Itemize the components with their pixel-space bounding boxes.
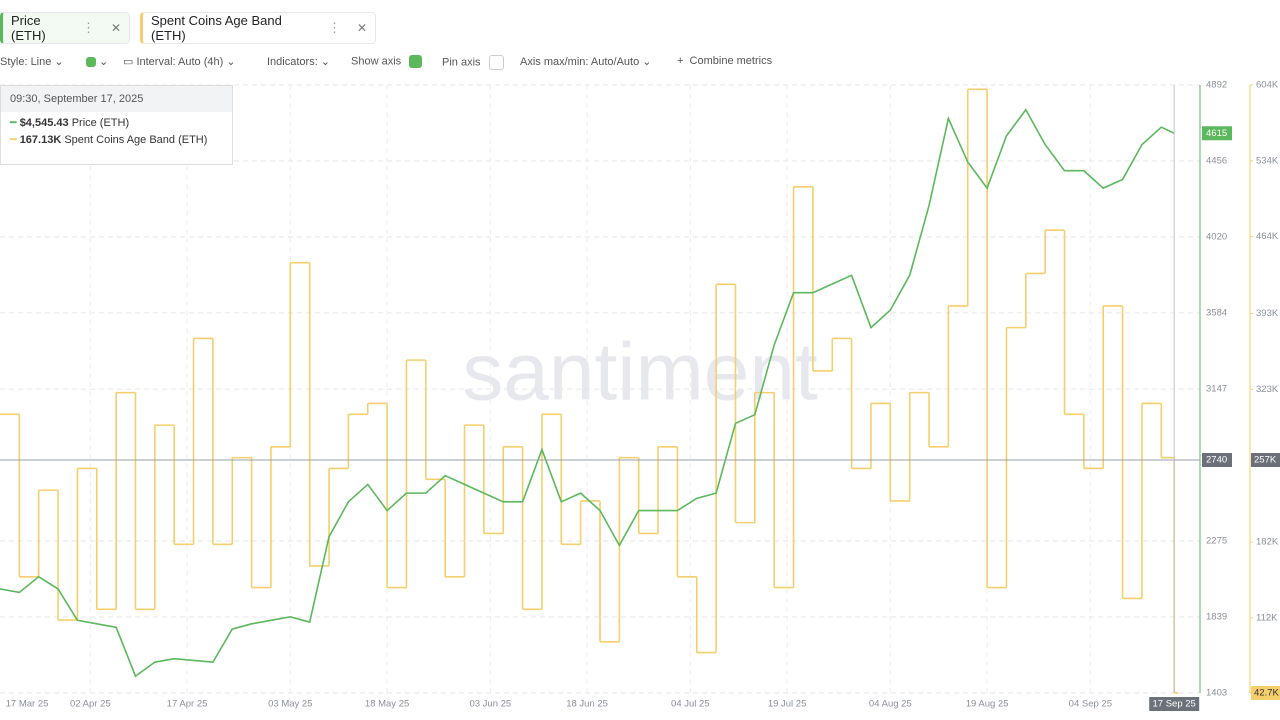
y-tick-label: 2275 bbox=[1206, 536, 1227, 547]
color-swatch bbox=[86, 57, 96, 68]
tooltip-name: Price (ETH) bbox=[71, 117, 130, 129]
last-value-label: 42.7K bbox=[1254, 688, 1279, 699]
tooltip-time: 09:30, September 17, 2025 bbox=[1, 86, 232, 112]
checkbox[interactable] bbox=[488, 55, 504, 70]
x-tick-label: 17 Mar 25 bbox=[6, 699, 49, 710]
tooltip-name: Spent Coins Age Band (ETH) bbox=[64, 134, 208, 146]
crosshair-badge bbox=[1202, 453, 1232, 468]
x-tick-label: 03 Jun 25 bbox=[469, 699, 511, 710]
tab-label: Price (ETH) bbox=[11, 13, 46, 43]
y2-tick-label: 323K bbox=[1256, 384, 1279, 395]
y-tick-label: 1839 bbox=[1206, 612, 1227, 623]
checkbox[interactable] bbox=[409, 55, 423, 68]
watermark: santiment bbox=[462, 327, 818, 418]
y2-tick-label: 534K bbox=[1256, 155, 1279, 166]
show-axis-label: Show axis bbox=[351, 55, 402, 68]
pin-axis-toggle[interactable]: Pin axis bbox=[442, 55, 504, 70]
style-select[interactable]: Style: Line ⌄ bbox=[0, 56, 64, 68]
indicators-label: Indicators: bbox=[267, 56, 318, 68]
tooltip-value: 167.13K bbox=[19, 134, 62, 146]
close-icon[interactable]: ✕ bbox=[110, 21, 121, 35]
style-label: Style: Line bbox=[0, 56, 52, 68]
crosshair-x-label: 17 Sep 25 bbox=[1153, 699, 1196, 710]
last-value-badge bbox=[1251, 686, 1280, 700]
x-tick-label: 19 Aug 25 bbox=[966, 699, 1009, 710]
axis-minmax-select[interactable]: Axis max/min: Auto/Auto ⌄ bbox=[520, 56, 652, 68]
interval-select[interactable]: ▭ Interval: Auto (4h) ⌄ bbox=[123, 56, 236, 68]
pin-axis-label: Pin axis bbox=[442, 56, 481, 69]
y-tick-label: 3584 bbox=[1206, 307, 1227, 318]
y-tick-label: 4892 bbox=[1206, 80, 1227, 91]
last-value-label: 4615 bbox=[1206, 128, 1227, 139]
x-tick-label: 04 Jul 25 bbox=[671, 699, 710, 710]
y2-tick-label: 604K bbox=[1256, 80, 1279, 91]
tooltip-value: $4,545.43 bbox=[19, 117, 69, 129]
crosshair-y-label: 2740 bbox=[1206, 455, 1227, 466]
menu-icon[interactable]: ⋮ bbox=[81, 20, 95, 35]
y2-tick-label: 464K bbox=[1256, 231, 1279, 242]
color-select[interactable]: ⌄ bbox=[82, 55, 108, 68]
y-tick-label: 4020 bbox=[1206, 231, 1227, 242]
y2-tick-label: 182K bbox=[1256, 537, 1279, 548]
y-tick-label: 3147 bbox=[1206, 384, 1227, 395]
x-tick-label: 04 Aug 25 bbox=[869, 699, 912, 710]
crosshair-badge bbox=[1149, 697, 1200, 711]
metric-tab[interactable]: Spent Coins Age Band (ETH) ⋮ ✕ bbox=[140, 12, 376, 44]
x-tick-label: 18 May 25 bbox=[365, 699, 409, 710]
indicators-select[interactable]: Indicators: ⌄ bbox=[267, 56, 331, 68]
y2-tick-label: 393K bbox=[1256, 308, 1279, 319]
tab-label: Spent Coins Age Band (ETH) bbox=[151, 13, 282, 43]
combine-label: Combine metrics bbox=[689, 55, 773, 67]
price-line bbox=[0, 108, 1175, 678]
tooltip-row: ━ $4,545.43 Price (ETH) bbox=[10, 117, 130, 129]
combine-button[interactable]: + Combine metrics bbox=[677, 55, 773, 67]
close-icon[interactable]: ✕ bbox=[356, 21, 367, 35]
y-tick-label: 4456 bbox=[1206, 155, 1227, 166]
menu-icon[interactable]: ⋮ bbox=[327, 20, 341, 35]
x-tick-label: 17 Apr 25 bbox=[167, 699, 208, 710]
axis-minmax-label: Axis max/min: Auto/Auto bbox=[520, 56, 640, 68]
interval-label: Interval: Auto (4h) bbox=[136, 56, 224, 68]
tooltip: 09:30, September 17, 2025 ━ $4,545.43 Pr… bbox=[0, 85, 233, 165]
x-tick-label: 02 Apr 25 bbox=[70, 699, 111, 710]
metric-tab[interactable]: Price (ETH) ⋮ ✕ bbox=[0, 12, 130, 44]
x-tick-label: 19 Jul 25 bbox=[768, 699, 807, 710]
crosshair-badge bbox=[1251, 453, 1280, 468]
x-tick-label: 18 Jun 25 bbox=[566, 699, 608, 710]
tooltip-row: ━ 167.13K Spent Coins Age Band (ETH) bbox=[10, 134, 208, 146]
y-tick-label: 1403 bbox=[1206, 688, 1227, 699]
x-tick-label: 04 Sep 25 bbox=[1069, 699, 1112, 710]
y2-tick-label: 112K bbox=[1256, 612, 1278, 623]
show-axis-toggle[interactable]: Show axis bbox=[351, 55, 423, 68]
x-tick-label: 03 May 25 bbox=[268, 699, 312, 710]
crosshair-y2-label: 257K bbox=[1254, 455, 1277, 466]
last-value-badge bbox=[1202, 126, 1232, 141]
